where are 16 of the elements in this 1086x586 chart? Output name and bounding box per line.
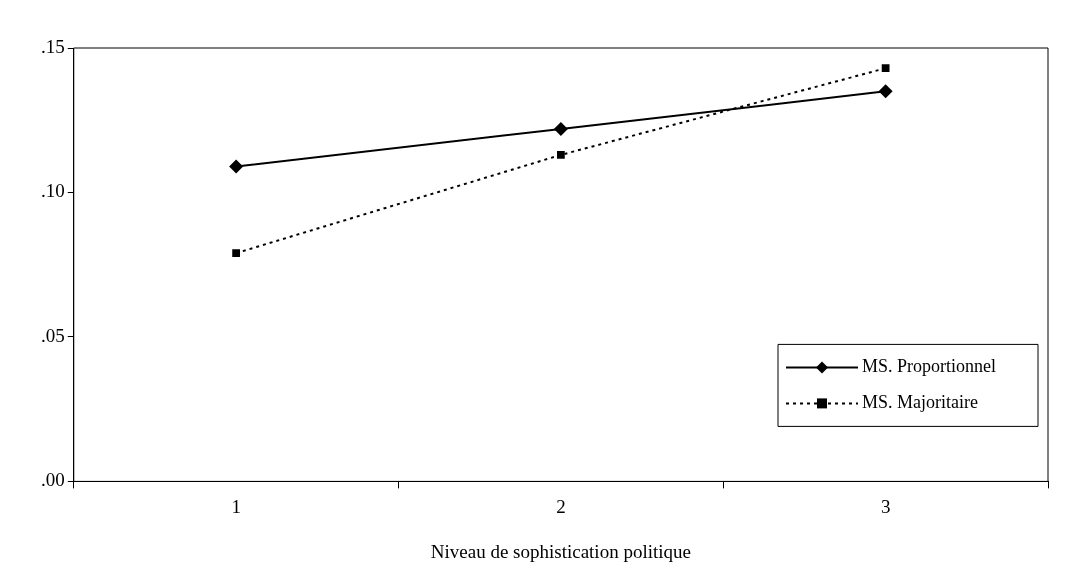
x-tick-label: 2 — [556, 495, 566, 517]
point — [881, 64, 890, 73]
y-tick-label: .05 — [41, 324, 65, 346]
point — [232, 249, 241, 258]
y-tick-label: .10 — [41, 180, 65, 202]
point — [229, 159, 244, 174]
legend-label: MS. Majoritaire — [862, 392, 978, 413]
point — [556, 151, 565, 159]
x-tick-label: 3 — [880, 495, 891, 517]
legend-label: MS. Proportionnel — [862, 356, 997, 377]
x-axis-title: Niveau de sophistication politique — [430, 540, 691, 562]
y-tick-label: .00 — [41, 469, 65, 491]
x-tick-label: 1 — [231, 495, 241, 517]
y-tick-label: .15 — [41, 35, 65, 57]
point — [878, 84, 893, 99]
point — [553, 121, 568, 136]
